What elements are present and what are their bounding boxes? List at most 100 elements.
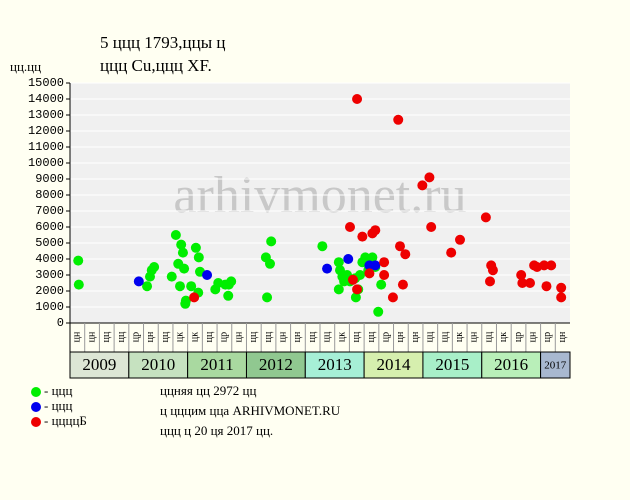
year-label: 2012 [259, 355, 293, 374]
point [355, 270, 365, 280]
year-cell [187, 351, 247, 379]
y-tick-label: 9000 [35, 172, 64, 186]
y-tick-label: 5000 [35, 236, 64, 250]
point [142, 281, 153, 292]
y-tick-label: 7000 [35, 204, 64, 218]
y-tick-label: 3000 [35, 268, 64, 282]
y-tick-label: 4000 [35, 252, 64, 266]
year-label: 2010 [141, 355, 175, 374]
point [176, 239, 187, 250]
period-label: цц [204, 331, 215, 342]
point [370, 260, 381, 271]
period-label: цн [72, 331, 83, 342]
period-label: цц [351, 331, 362, 342]
y-tick-label: 15000 [28, 76, 64, 90]
point [370, 225, 381, 236]
point [350, 292, 361, 303]
period-label: цр [513, 332, 524, 342]
point [333, 284, 344, 295]
point [426, 222, 437, 232]
y-tick-label: 1000 [35, 300, 64, 314]
point [376, 279, 387, 290]
period-label: цк [336, 332, 347, 342]
point [262, 292, 273, 303]
legend-label: - ццц [44, 398, 72, 413]
period-label: цн [86, 331, 97, 342]
note: ццц ц 20 ця 2017 цц. [160, 423, 273, 438]
point [525, 278, 535, 288]
period-label: цц [248, 331, 259, 342]
point [446, 247, 457, 258]
period-label: цц [322, 331, 333, 342]
point [387, 292, 398, 303]
point [149, 262, 160, 272]
period-label: цр [130, 332, 141, 342]
y-tick-label: 14000 [28, 92, 64, 106]
y-tick-label: 13000 [28, 108, 64, 122]
point [170, 230, 181, 240]
legend-label: - ццц [44, 383, 72, 398]
point [345, 222, 355, 232]
period-label: цц [439, 331, 450, 342]
point [193, 252, 204, 263]
point [367, 252, 378, 263]
note: ц цццим цца ARHIVMONET.RU [160, 403, 341, 418]
period-label: цн [395, 331, 406, 342]
period-label: цк [175, 332, 186, 342]
point [357, 231, 368, 242]
year-label: 2014 [377, 355, 412, 374]
period-label: цн [410, 331, 421, 342]
y-tick-label: 10000 [28, 156, 64, 170]
legend-label: - ццццБ [44, 413, 87, 428]
point [223, 290, 234, 301]
y-tick-label: 8000 [35, 188, 64, 202]
point [265, 258, 275, 269]
point [73, 279, 84, 290]
period-label: цк [498, 332, 509, 342]
period-label: цн [145, 331, 156, 342]
point [317, 241, 328, 252]
year-label: 2016 [494, 355, 528, 374]
point [455, 234, 465, 245]
y-axis-label: цц.цц [10, 59, 41, 74]
point [516, 270, 527, 280]
point [487, 265, 498, 276]
point [485, 276, 495, 287]
point [541, 281, 552, 292]
point [393, 114, 404, 125]
year-label: 2011 [200, 355, 233, 374]
year-cell [304, 351, 365, 379]
point [395, 241, 405, 252]
point [190, 242, 201, 253]
point [400, 249, 411, 260]
point [360, 252, 371, 263]
period-label: цц [101, 331, 112, 342]
period-label: цн [528, 331, 539, 342]
point [397, 279, 408, 290]
period-label: цр [219, 332, 230, 342]
point [179, 263, 190, 274]
point [352, 284, 363, 295]
year-cell [128, 351, 189, 379]
point [226, 276, 237, 287]
point [347, 274, 358, 285]
period-label: цн [233, 331, 244, 342]
point [373, 306, 384, 317]
point [177, 247, 188, 258]
period-label: цр [542, 332, 553, 342]
period-label: цн [469, 331, 480, 342]
year-cell [540, 351, 571, 379]
y-tick-label: 12000 [28, 124, 64, 138]
period-label: цц [483, 331, 494, 342]
point [186, 281, 197, 292]
period-label: цц [160, 331, 171, 342]
year-label: 2009 [82, 355, 116, 374]
point [333, 257, 344, 268]
point [322, 263, 333, 274]
point [180, 295, 191, 306]
period-label: цн [278, 331, 289, 342]
period-label: цц [116, 331, 127, 342]
point [343, 254, 354, 264]
period-label: цн [292, 331, 303, 342]
